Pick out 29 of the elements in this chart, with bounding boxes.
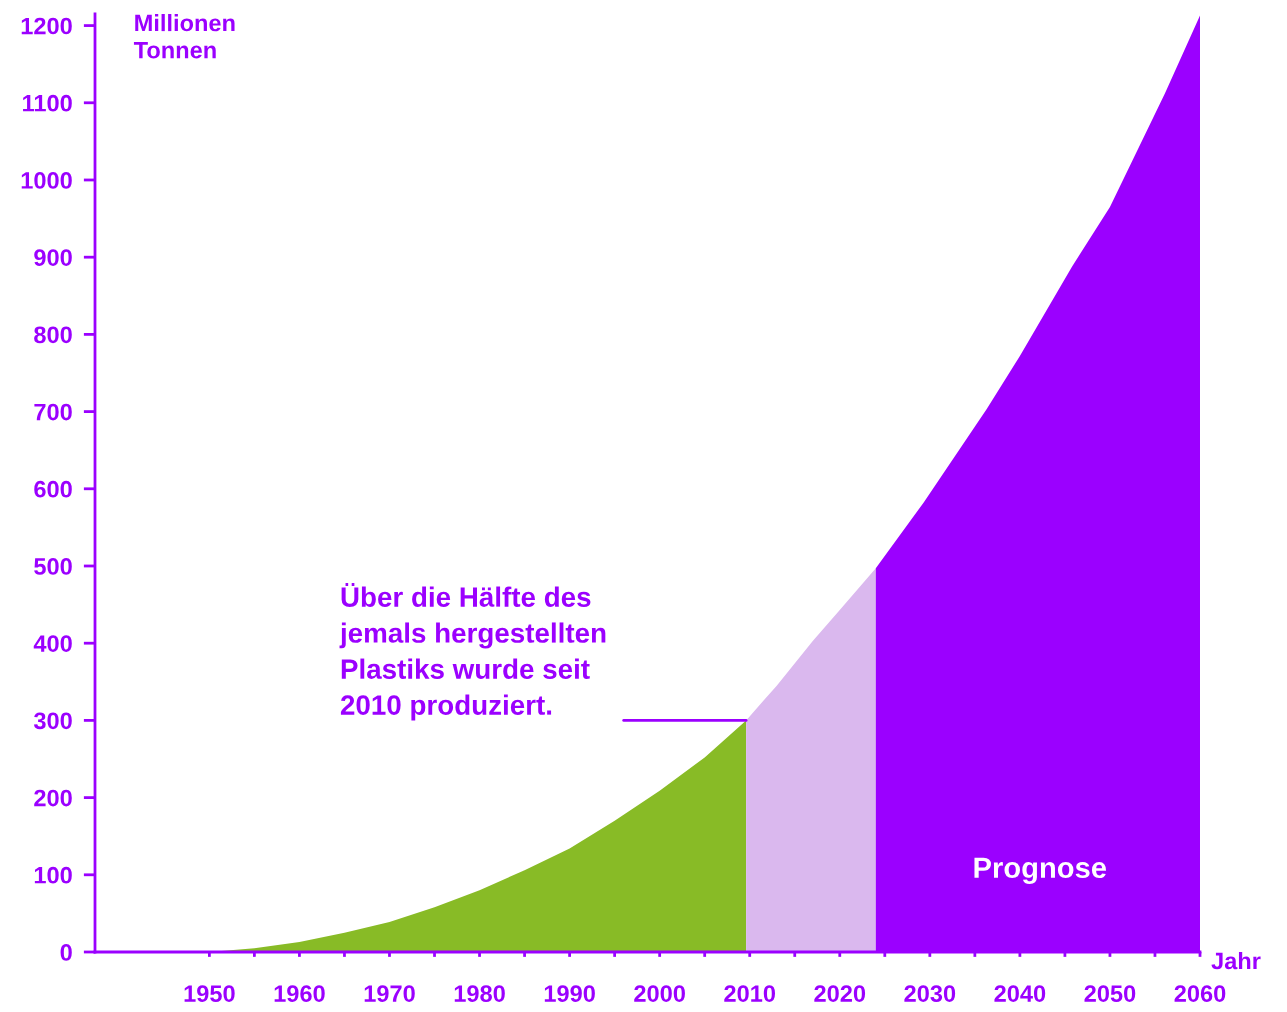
y-tick-label: 100 <box>34 866 72 884</box>
x-tick-label: 2010 <box>724 985 776 1002</box>
x-tick-label: 1960 <box>274 985 325 1002</box>
y-tick-label: 700 <box>34 403 72 421</box>
x-tick-label: 1990 <box>544 985 595 1002</box>
x-tick-label: 2030 <box>904 985 956 1003</box>
y-tick-label: 300 <box>33 712 72 730</box>
y-tick-label: 200 <box>34 789 72 807</box>
annotation: Über die Hälfte des jemals hergestellten Plastiks wurde seit 2010 produziert. <box>339 582 606 721</box>
x-tick-label: 2050 <box>1084 985 1136 1002</box>
y-axis-title: Millionen Tonnen <box>133 14 235 59</box>
x-tick-label: 2000 <box>634 985 685 1002</box>
x-tick-label: 1950 <box>184 985 235 1002</box>
x-tick-label: 2060 <box>1174 985 1226 1002</box>
x-tick-label: 2040 <box>994 985 1046 1002</box>
y-tick-label: 1200 <box>21 17 72 35</box>
x-tick-label: 1970 <box>364 985 415 1002</box>
x-tick-label: 2020 <box>814 985 866 1002</box>
y-tick-label: 0 <box>60 944 72 961</box>
x-axis-title: Jahr <box>1211 952 1261 970</box>
annotation: Prognose <box>974 857 1107 884</box>
y-tick-label: 600 <box>34 480 72 498</box>
x-tick-label: 1980 <box>454 985 505 1002</box>
y-tick-label: 500 <box>34 558 72 575</box>
y-tick-label: 1100 <box>23 94 72 112</box>
y-tick-label: 900 <box>34 249 72 266</box>
y-tick-label: 400 <box>33 635 72 652</box>
y-tick-label: 1000 <box>21 172 72 189</box>
y-tick-label: 800 <box>34 326 72 344</box>
